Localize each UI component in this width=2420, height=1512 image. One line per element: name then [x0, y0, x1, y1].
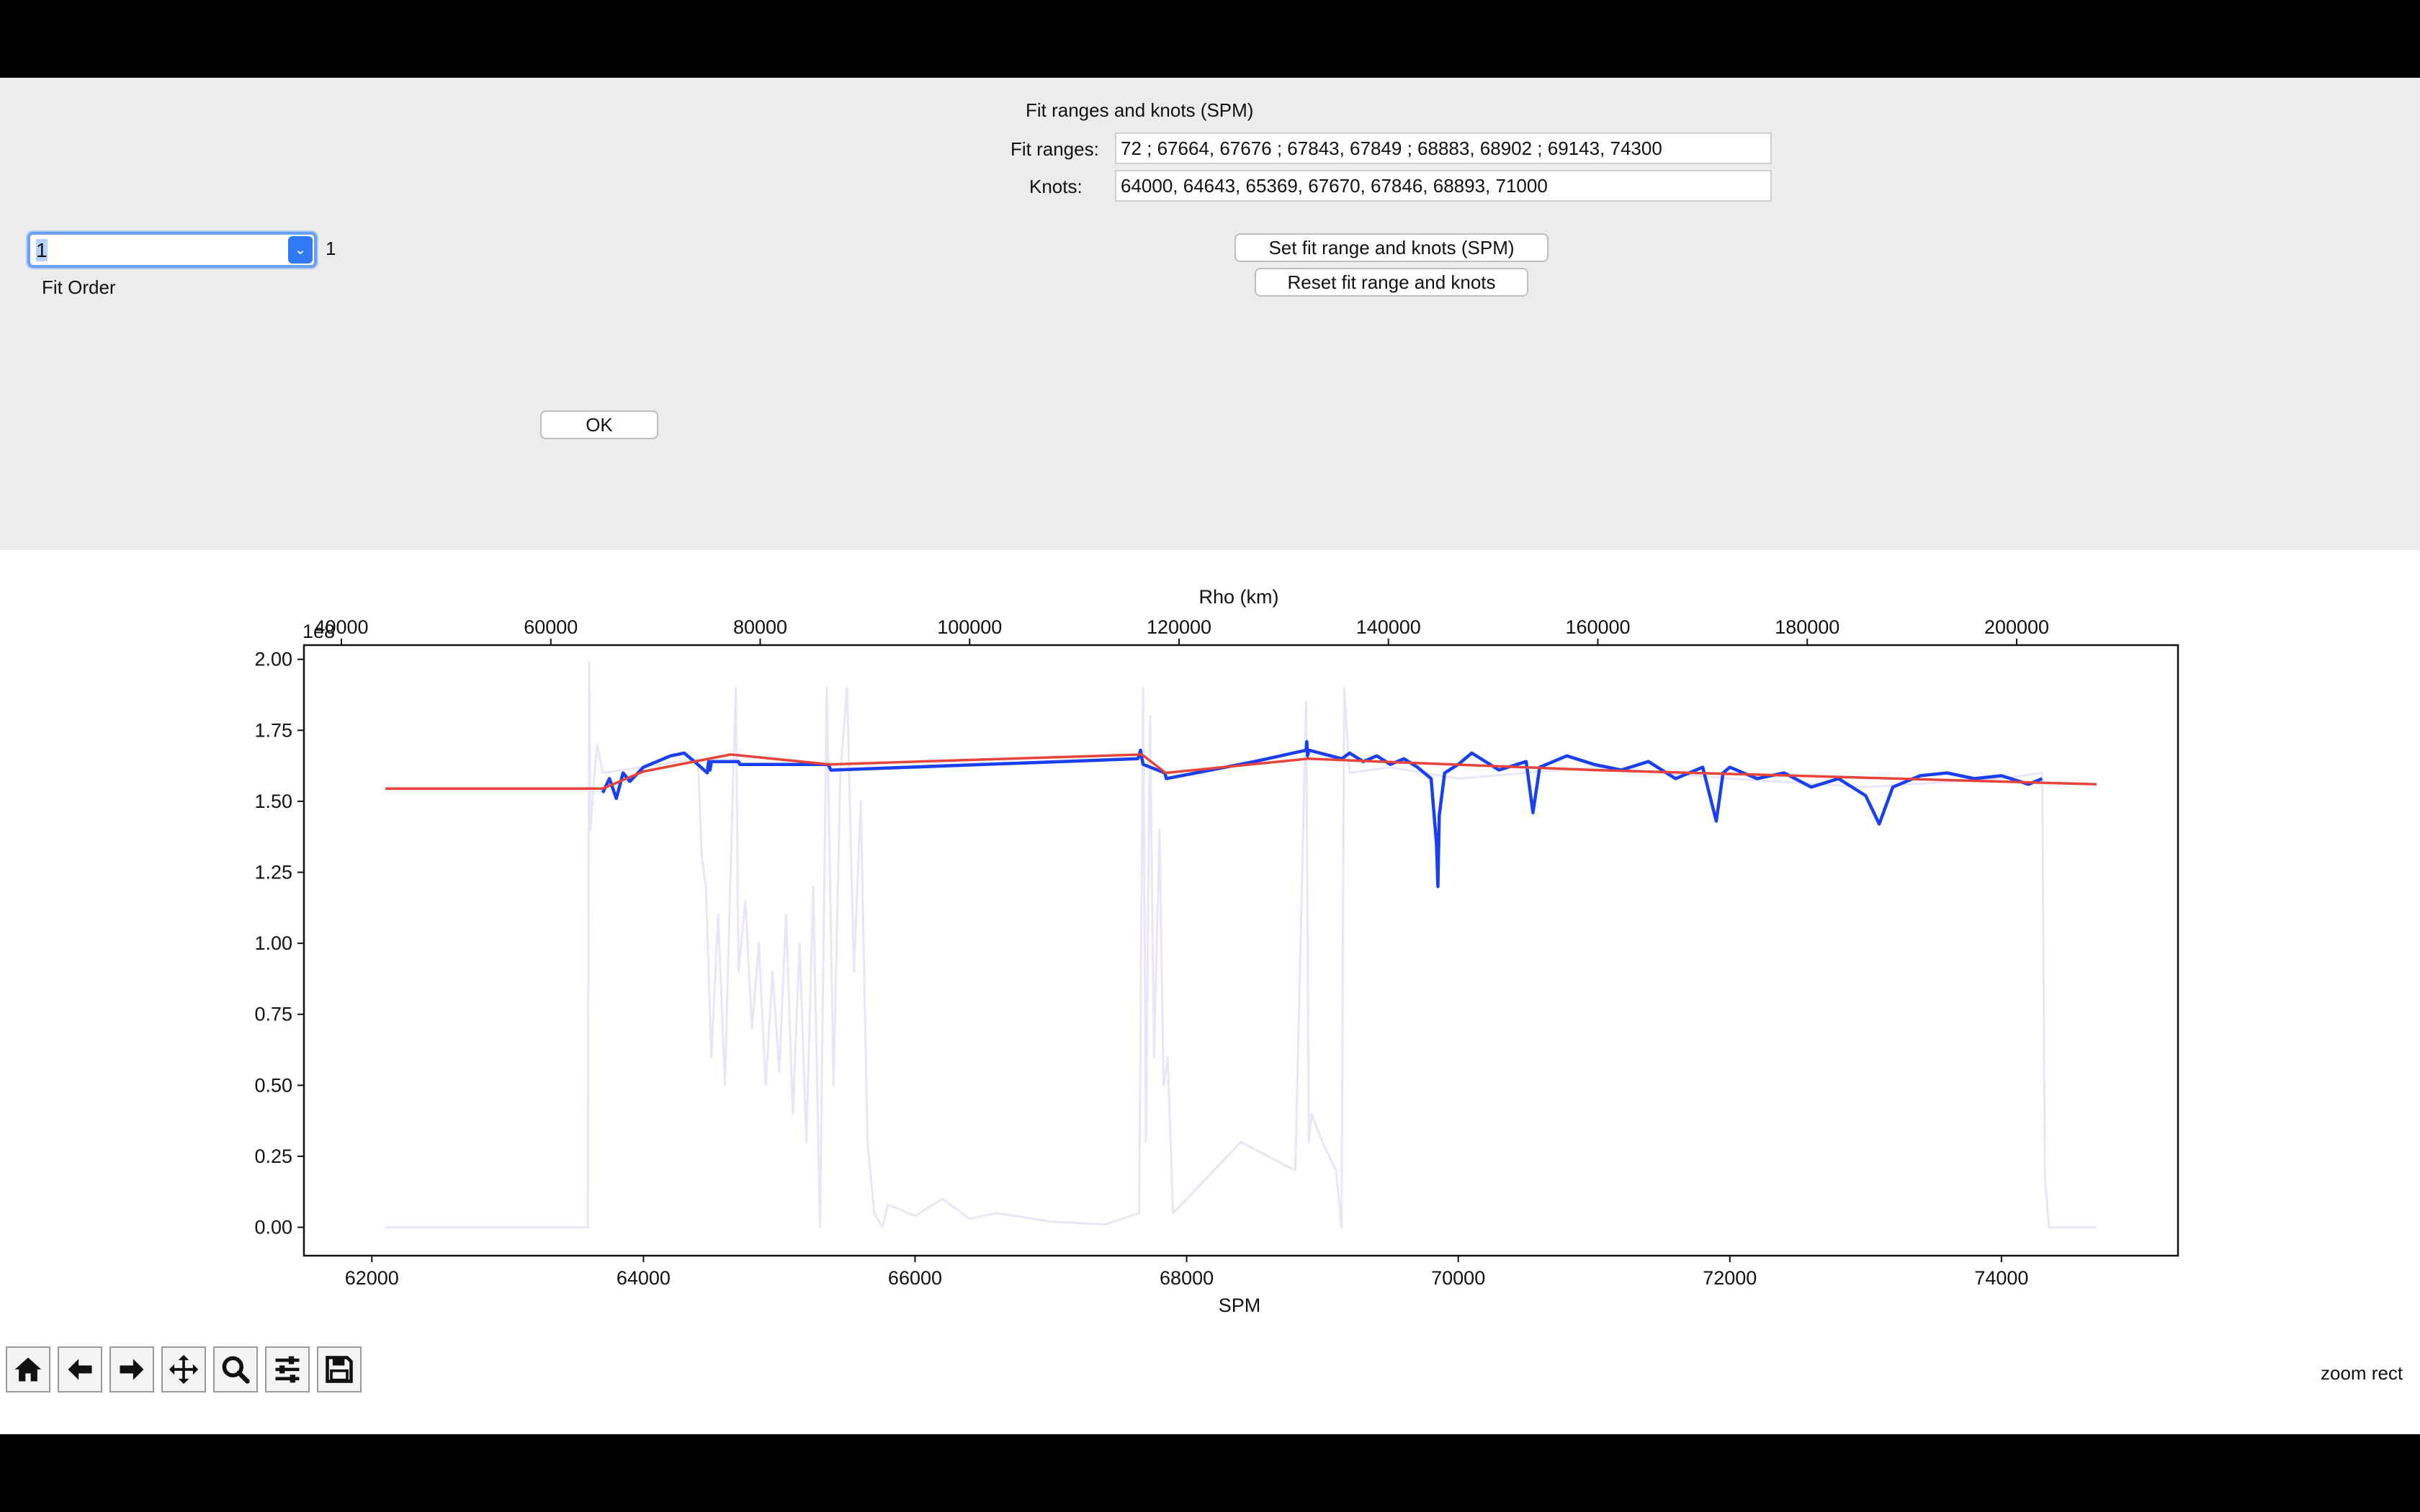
- x-tick-label: 64000: [617, 1267, 671, 1289]
- reset-fit-range-button[interactable]: Reset fit range and knots: [1255, 268, 1528, 297]
- x-tick-label: 74000: [1974, 1267, 2028, 1289]
- chevron-down-icon[interactable]: ⌄: [288, 236, 313, 264]
- configure-subplots-button[interactable]: [265, 1346, 310, 1392]
- top-x-tick-label: 100000: [937, 616, 1002, 638]
- fit-section-title: Fit ranges and knots (SPM): [1026, 99, 1254, 121]
- plot-area: Rho (km) 1e8 40000 60000 80000 100000 120000…: [0, 550, 2420, 1434]
- screen-top-bar: [0, 0, 2420, 78]
- top-x-tick-label: 120000: [1147, 616, 1211, 638]
- data-series-line: [601, 739, 2043, 888]
- fit-ranges-label: Fit ranges:: [1010, 138, 1099, 160]
- top-x-tick-label: 200000: [1984, 616, 2049, 638]
- y-tick-label: 0.25: [254, 1146, 292, 1167]
- top-x-tick-label: 80000: [733, 616, 787, 638]
- fit-order-selected: 1: [36, 239, 48, 261]
- forward-button[interactable]: [109, 1346, 154, 1392]
- set-fit-range-button[interactable]: Set fit range and knots (SPM): [1234, 233, 1549, 262]
- x-axis-label: SPM: [1219, 1295, 1261, 1316]
- y-tick-label: 1.25: [254, 862, 292, 883]
- knots-input[interactable]: 64000, 64643, 65369, 67670, 67846, 68893…: [1115, 170, 1772, 202]
- save-icon: [326, 1356, 353, 1383]
- y-tick-label: 0.00: [254, 1217, 292, 1238]
- y-tick-label: 2.00: [254, 649, 292, 670]
- y-offset-text: 1e8: [302, 621, 335, 642]
- home-icon: [14, 1357, 42, 1382]
- x-tick-label: 62000: [345, 1267, 399, 1289]
- y-tick-label: 1.75: [254, 719, 292, 741]
- control-panel: Fit ranges and knots (SPM) Fit ranges: 7…: [0, 78, 2420, 550]
- configure-subplots-icon: [275, 1356, 300, 1383]
- forward-icon: [120, 1359, 144, 1380]
- top-axis-label: Rho (km): [1198, 586, 1278, 608]
- y-tick-label: 1.00: [254, 932, 292, 954]
- y-tick-label: 0.75: [254, 1004, 292, 1025]
- top-x-tick-label: 40000: [314, 616, 368, 638]
- back-button[interactable]: [58, 1346, 102, 1392]
- pan-icon: [169, 1354, 199, 1385]
- top-x-tick-label: 160000: [1565, 616, 1630, 638]
- zoom-icon: [222, 1356, 250, 1384]
- plot-frame: [302, 644, 2179, 1257]
- x-tick-label: 68000: [1160, 1267, 1214, 1289]
- ok-button[interactable]: OK: [540, 410, 658, 439]
- y-tick-label: 0.50: [254, 1074, 292, 1096]
- raw-series-line: [385, 661, 2097, 1229]
- x-tick-label: 72000: [1703, 1267, 1757, 1289]
- fit-chart[interactable]: Rho (km) 1e8 40000 60000 80000 100000 120000…: [0, 550, 2420, 1434]
- y-tick-label: 1.50: [254, 791, 292, 812]
- fit-order-echo: 1: [326, 238, 336, 259]
- pan-button[interactable]: [161, 1346, 206, 1392]
- screen-bottom-bar: [0, 1434, 2420, 1512]
- x-tick-label: 66000: [888, 1267, 942, 1289]
- back-icon: [68, 1359, 92, 1380]
- toolbar-status: zoom rect: [2321, 1362, 2403, 1384]
- top-x-tick-label: 60000: [524, 616, 578, 638]
- fit-order-dropdown[interactable]: 1 ⌄: [27, 232, 317, 268]
- knots-label: Knots:: [1029, 176, 1083, 197]
- zoom-button[interactable]: [213, 1346, 258, 1392]
- top-x-tick-label: 180000: [1775, 616, 1839, 638]
- save-button[interactable]: [317, 1346, 362, 1392]
- x-tick-label: 70000: [1431, 1267, 1485, 1289]
- fit-ranges-input[interactable]: 72 ; 67664, 67676 ; 67843, 67849 ; 68883…: [1115, 132, 1772, 164]
- fit-order-label: Fit Order: [42, 276, 116, 298]
- fit-series-line: [385, 753, 2097, 790]
- top-x-tick-label: 140000: [1356, 616, 1421, 638]
- home-button[interactable]: [6, 1346, 50, 1392]
